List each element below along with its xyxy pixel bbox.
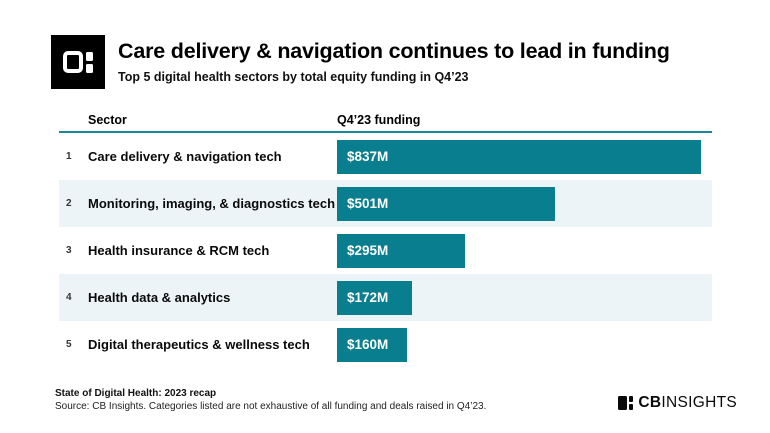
bar-cell: $501M — [337, 186, 712, 221]
rank-label: 2 — [66, 198, 72, 209]
table-header: Sector Q4’23 funding — [59, 111, 712, 131]
page-title: Care delivery & navigation continues to … — [118, 39, 670, 63]
brand-cb: CB — [638, 394, 662, 411]
sector-label: Care delivery & navigation tech — [88, 149, 282, 164]
brand-text: CBINSIGHTS — [638, 394, 737, 412]
bar-cell: $837M — [337, 139, 712, 174]
column-header-funding: Q4’23 funding — [337, 113, 421, 127]
cb-insights-logo — [51, 35, 105, 89]
funding-value-label: $172M — [347, 290, 389, 305]
funding-value-label: $837M — [347, 149, 389, 164]
header: Care delivery & navigation continues to … — [118, 39, 670, 84]
funding-bar: $837M — [337, 139, 701, 174]
funding-value-label: $160M — [347, 337, 389, 352]
table-row: 1 Care delivery & navigation tech $837M — [59, 133, 712, 180]
cb-insights-logo-icon — [63, 51, 93, 73]
bar-cell: $295M — [337, 233, 712, 268]
mark-block-right — [629, 396, 634, 410]
rank-label: 4 — [66, 292, 72, 303]
funding-value-label: $501M — [347, 196, 389, 211]
sector-label: Monitoring, imaging, & diagnostics tech — [88, 196, 336, 211]
funding-bar: $501M — [337, 186, 555, 221]
rank-label: 1 — [66, 151, 72, 162]
footnote-source: Source: CB Insights. Categories listed a… — [55, 401, 487, 412]
cb-insights-mark-icon — [618, 396, 634, 410]
bar-cell: $160M — [337, 327, 712, 362]
sector-label: Health insurance & RCM tech — [88, 243, 270, 258]
bar-cell: $172M — [337, 280, 712, 315]
funding-bar: $160M — [337, 327, 407, 362]
funding-value-label: $295M — [347, 243, 389, 258]
funding-table: Sector Q4’23 funding 1 Care delivery & n… — [59, 111, 712, 368]
mark-block-left — [618, 396, 628, 410]
funding-bar: $295M — [337, 233, 465, 268]
page-subtitle: Top 5 digital health sectors by total eq… — [118, 70, 469, 84]
rank-label: 5 — [66, 339, 72, 350]
rank-label: 3 — [66, 245, 72, 256]
logo-block-right — [86, 51, 93, 73]
sector-label: Health data & analytics — [88, 290, 231, 305]
footnote-report-title: State of Digital Health: 2023 recap — [55, 388, 217, 399]
funding-bar: $172M — [337, 280, 412, 315]
column-header-sector: Sector — [88, 113, 127, 127]
sector-label: Digital therapeutics & wellness tech — [88, 337, 310, 352]
brand-insights: INSIGHTS — [661, 394, 737, 411]
table-row: 2 Monitoring, imaging, & diagnostics tec… — [59, 180, 712, 227]
table-row: 4 Health data & analytics $172M — [59, 274, 712, 321]
header-divider — [59, 131, 712, 133]
footnote: State of Digital Health: 2023 recap Sour… — [55, 387, 486, 413]
cb-insights-wordmark: CBINSIGHTS — [618, 394, 737, 412]
table-row: 3 Health insurance & RCM tech $295M — [59, 227, 712, 274]
table-row: 5 Digital therapeutics & wellness tech $… — [59, 321, 712, 368]
logo-block-left — [63, 51, 83, 73]
